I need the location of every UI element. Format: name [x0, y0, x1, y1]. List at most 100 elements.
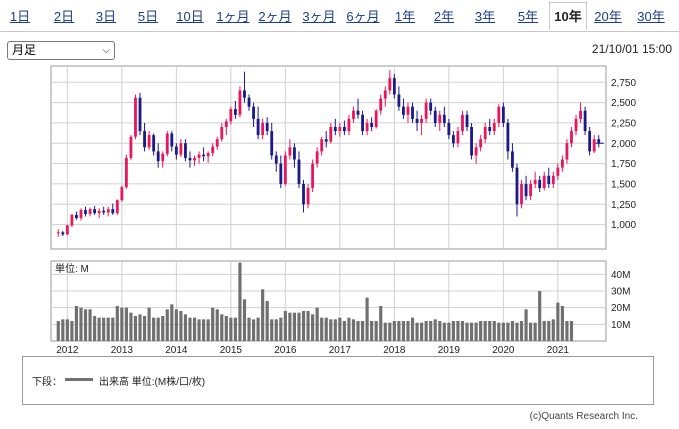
tab-2[interactable]: 3日 — [95, 9, 117, 24]
candle-body — [197, 154, 201, 158]
tab-6[interactable]: 2ヶ月 — [258, 9, 292, 24]
legend-label: 出来高 単位:(M株/口/枚) — [99, 377, 206, 388]
volume-bar — [433, 319, 437, 341]
tab-4[interactable]: 10日 — [176, 9, 204, 24]
candle-body — [397, 94, 401, 107]
candle-body — [61, 232, 65, 235]
volume-bar — [251, 319, 256, 341]
volume-bar — [124, 307, 128, 341]
timestamp: 21/10/01 15:00 — [591, 42, 672, 56]
volume-bar — [356, 321, 360, 341]
volume-bar — [65, 319, 69, 341]
candle-body — [424, 102, 428, 119]
candle-body — [392, 78, 396, 95]
candle-body — [438, 114, 442, 123]
volume-bar — [538, 291, 542, 341]
candle-body — [333, 127, 337, 132]
tab-9[interactable]: 1年 — [394, 9, 416, 24]
volume-bar — [360, 321, 365, 341]
volume-bar — [406, 321, 410, 341]
volume-bar — [569, 321, 574, 341]
candle-body — [174, 146, 178, 155]
candle-body — [147, 135, 151, 148]
candle-body — [320, 139, 324, 152]
candle-body — [265, 122, 269, 132]
tab-10[interactable]: 2年 — [433, 9, 455, 24]
candle-body — [329, 127, 333, 142]
x-tick-label: 2017 — [329, 345, 352, 356]
candle-body — [288, 147, 292, 156]
chevron-down-icon: ⌵ — [102, 45, 110, 56]
volume-bar — [488, 321, 492, 341]
candle-body — [315, 151, 319, 164]
candle-body — [202, 154, 206, 157]
volume-bar — [61, 319, 65, 341]
tab-7[interactable]: 3ヶ月 — [302, 9, 336, 24]
tab-14[interactable]: 20年 — [594, 9, 622, 24]
volume-bar — [415, 322, 419, 341]
candle-body — [247, 97, 251, 107]
volume-bar — [115, 306, 119, 341]
tab-5[interactable]: 1ヶ月 — [216, 9, 250, 24]
volume-bar — [397, 321, 401, 341]
candle-body — [365, 122, 369, 132]
tab-3[interactable]: 5日 — [137, 9, 159, 24]
candle-body — [551, 175, 555, 184]
volume-bar — [365, 297, 369, 341]
period-tabs: 1日 2日 3日 5日 10日 1ヶ月 2ヶ月 3ヶ月 6ヶ月 1年 2年 3年 5年 10年 20年 30年 — [0, 0, 679, 34]
x-tick-label: 2019 — [438, 345, 461, 356]
candle-body — [579, 110, 582, 119]
candle-body — [370, 122, 374, 127]
tab-13[interactable]: 10年 — [549, 2, 587, 30]
interval-select[interactable]: 月足 ⌵ — [7, 41, 115, 60]
tab-divider — [0, 31, 679, 32]
candle-body — [442, 114, 446, 123]
y-tick-label: 1,750 — [611, 159, 636, 170]
volume-bar — [351, 319, 356, 341]
tab-8[interactable]: 6ヶ月 — [346, 9, 380, 24]
copyright: (c)Quants Research Inc. — [529, 411, 638, 422]
candle-body — [511, 151, 514, 168]
candle-body — [97, 210, 101, 214]
volume-bar — [215, 309, 219, 341]
volume-bar — [197, 319, 201, 341]
volume-bar — [129, 312, 133, 341]
y-tick-label: 1,000 — [611, 220, 636, 231]
volume-bar — [533, 322, 537, 341]
candle-body — [206, 153, 210, 157]
volume-bar — [88, 309, 92, 341]
candle-body — [179, 143, 183, 155]
candle-body — [560, 159, 564, 168]
volume-bar — [301, 311, 306, 341]
tab-1[interactable]: 2日 — [53, 9, 75, 24]
candle-body — [506, 122, 510, 152]
candle-body — [165, 133, 169, 154]
candle-body — [143, 131, 146, 148]
volume-bar — [401, 321, 406, 341]
volume-bar — [501, 322, 505, 341]
volume-bar — [379, 306, 383, 341]
tab-0[interactable]: 1日 — [9, 9, 31, 24]
candle-body — [411, 106, 414, 119]
tab-15[interactable]: 30年 — [637, 9, 665, 24]
candle-body — [88, 209, 92, 215]
volume-bar — [438, 321, 442, 341]
candle-body — [220, 127, 224, 140]
volume-bar — [174, 309, 178, 341]
candle-body — [515, 167, 519, 205]
volume-bar — [510, 321, 515, 341]
volume-unit-label: 単位: M — [55, 262, 89, 275]
candle-body — [256, 118, 260, 136]
candle-body — [570, 131, 573, 144]
volume-bar — [147, 307, 151, 341]
tab-11[interactable]: 3年 — [474, 9, 496, 24]
candle-body — [156, 151, 160, 162]
volume-bar — [306, 311, 310, 341]
tab-12[interactable]: 5年 — [517, 9, 539, 24]
candle-body — [102, 210, 106, 213]
volume-bar — [74, 306, 79, 341]
candle-body — [524, 183, 528, 197]
candle-body — [243, 90, 246, 98]
candle-body — [574, 118, 578, 132]
volume-bar — [524, 309, 528, 341]
